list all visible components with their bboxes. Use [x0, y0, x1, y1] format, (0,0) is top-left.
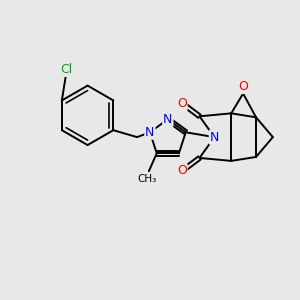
Text: N: N	[145, 126, 154, 139]
Text: N: N	[210, 130, 219, 144]
Text: N: N	[163, 113, 172, 126]
Text: O: O	[238, 80, 248, 93]
Text: O: O	[177, 97, 187, 110]
Text: Cl: Cl	[61, 63, 73, 76]
Text: CH₃: CH₃	[137, 174, 157, 184]
Text: O: O	[177, 164, 187, 177]
